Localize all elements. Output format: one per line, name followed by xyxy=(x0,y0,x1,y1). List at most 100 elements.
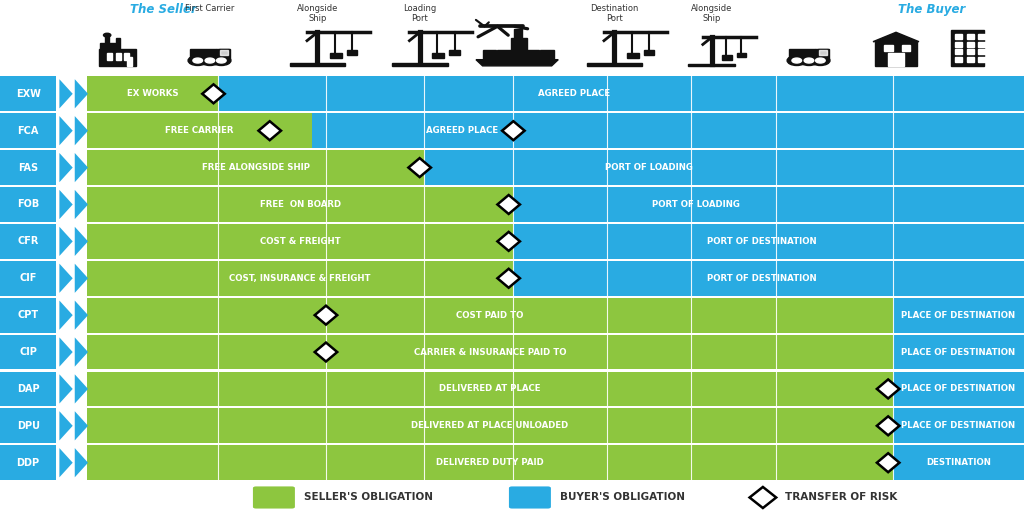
Text: PLACE OF DESTINATION: PLACE OF DESTINATION xyxy=(901,421,1016,431)
Bar xyxy=(978,34,985,38)
Text: Loading
Port: Loading Port xyxy=(403,4,436,23)
Circle shape xyxy=(815,58,825,63)
Bar xyxy=(216,48,230,59)
Bar xyxy=(99,48,136,66)
Polygon shape xyxy=(59,411,73,441)
Bar xyxy=(0,224,56,259)
Circle shape xyxy=(103,33,111,37)
Text: DELIVERED AT PLACE UNLOADED: DELIVERED AT PLACE UNLOADED xyxy=(412,421,568,431)
Bar xyxy=(0,113,56,148)
Text: FREE CARRIER: FREE CARRIER xyxy=(165,126,233,135)
Polygon shape xyxy=(873,32,919,42)
Bar xyxy=(482,50,497,60)
Circle shape xyxy=(216,58,226,63)
Bar xyxy=(0,335,56,369)
FancyBboxPatch shape xyxy=(253,486,295,509)
Polygon shape xyxy=(75,300,88,330)
Text: Alongside
Ship: Alongside Ship xyxy=(297,4,338,23)
Bar xyxy=(330,53,342,58)
Bar xyxy=(497,50,511,60)
Polygon shape xyxy=(203,84,225,103)
Bar xyxy=(87,335,893,369)
Polygon shape xyxy=(750,487,776,508)
Polygon shape xyxy=(258,121,281,140)
Bar xyxy=(87,187,513,222)
Text: EXW: EXW xyxy=(15,89,41,99)
Text: The Seller: The Seller xyxy=(130,3,198,16)
Text: PORT OF DESTINATION: PORT OF DESTINATION xyxy=(707,274,816,283)
Text: AGREED PLACE: AGREED PLACE xyxy=(426,126,498,135)
Bar xyxy=(0,76,56,111)
Text: FREE ALONGSIDE SHIP: FREE ALONGSIDE SHIP xyxy=(202,163,309,172)
Bar xyxy=(105,34,110,48)
Bar xyxy=(0,408,56,443)
Text: First Carrier: First Carrier xyxy=(185,4,234,13)
Text: PORT OF LOADING: PORT OF LOADING xyxy=(605,163,693,172)
Polygon shape xyxy=(476,60,558,66)
Text: DELIVERED AT PLACE: DELIVERED AT PLACE xyxy=(439,384,541,394)
Text: CIF: CIF xyxy=(19,274,37,283)
Bar xyxy=(290,63,345,66)
Bar xyxy=(87,224,513,259)
Bar xyxy=(189,48,216,59)
Bar xyxy=(902,45,910,51)
Bar xyxy=(218,76,1024,111)
Bar xyxy=(392,63,447,66)
Bar xyxy=(819,50,826,55)
Text: COST, INSURANCE & FREIGHT: COST, INSURANCE & FREIGHT xyxy=(229,274,371,283)
Bar xyxy=(424,150,1024,185)
Bar xyxy=(0,261,56,296)
Polygon shape xyxy=(75,190,88,219)
Polygon shape xyxy=(877,379,899,398)
Bar xyxy=(893,445,1024,480)
Bar xyxy=(0,445,56,480)
Bar xyxy=(127,57,132,66)
Bar xyxy=(116,53,121,60)
Text: DDP: DDP xyxy=(16,458,40,467)
Text: Alongside
Ship: Alongside Ship xyxy=(691,4,732,23)
Bar xyxy=(967,57,974,62)
Polygon shape xyxy=(59,153,73,182)
Bar xyxy=(955,42,963,46)
Circle shape xyxy=(205,58,215,63)
Bar xyxy=(220,50,227,55)
Text: BUYER'S OBLIGATION: BUYER'S OBLIGATION xyxy=(560,493,685,502)
Bar xyxy=(513,187,1024,222)
Bar xyxy=(513,261,1024,296)
Polygon shape xyxy=(314,306,337,325)
Bar xyxy=(978,50,985,54)
Bar xyxy=(540,50,554,60)
Polygon shape xyxy=(59,264,73,293)
Circle shape xyxy=(804,58,814,63)
Circle shape xyxy=(811,55,830,65)
Bar xyxy=(815,48,829,59)
Bar xyxy=(513,224,1024,259)
Polygon shape xyxy=(75,116,88,145)
Polygon shape xyxy=(877,453,899,472)
Bar xyxy=(514,30,522,38)
Bar xyxy=(967,34,974,38)
Bar xyxy=(688,64,735,66)
Bar xyxy=(525,50,540,60)
Circle shape xyxy=(787,55,806,65)
Bar xyxy=(737,53,745,57)
Bar xyxy=(722,55,732,60)
Bar xyxy=(100,43,119,48)
Text: EX WORKS: EX WORKS xyxy=(127,89,178,99)
Bar xyxy=(347,51,357,55)
Bar xyxy=(116,37,120,48)
Polygon shape xyxy=(498,195,520,214)
Text: FREE  ON BOARD: FREE ON BOARD xyxy=(260,200,341,209)
Circle shape xyxy=(792,58,802,63)
Polygon shape xyxy=(75,153,88,182)
Text: TRANSFER OF RISK: TRANSFER OF RISK xyxy=(785,493,898,502)
Text: DPU: DPU xyxy=(16,421,40,431)
Bar xyxy=(876,42,916,66)
Bar xyxy=(893,298,1024,333)
Polygon shape xyxy=(59,448,73,477)
Polygon shape xyxy=(59,374,73,404)
Bar xyxy=(889,53,903,66)
Bar xyxy=(511,38,527,50)
Polygon shape xyxy=(498,269,520,288)
Bar xyxy=(87,372,893,406)
